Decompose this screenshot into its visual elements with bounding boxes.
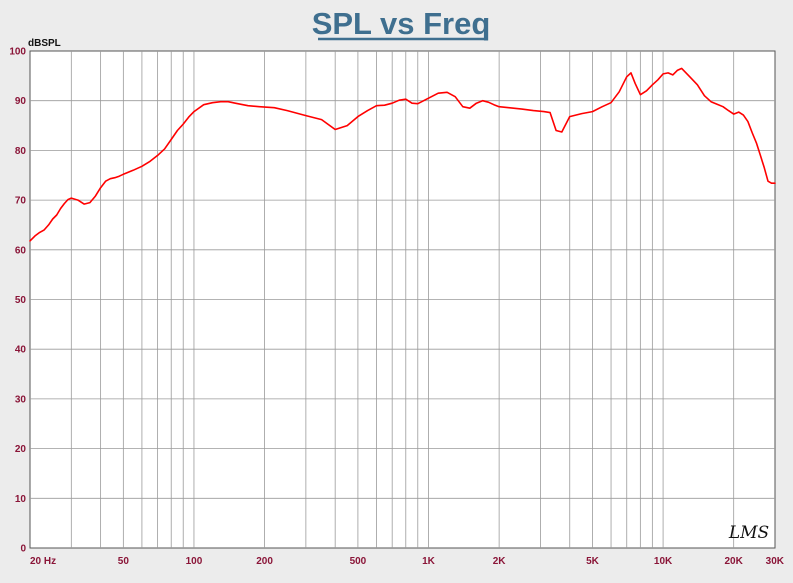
x-tick-label-2: 100 [186,556,203,567]
x-tick-label-3: 200 [256,556,273,567]
y-tick-label-3: 30 [15,394,27,405]
y-tick-labels: 0 10 20 30 40 50 60 70 80 90 100 [9,47,26,555]
y-tick-label-10: 100 [9,47,26,58]
series-line-0 [29,67,776,242]
y-tick-label-8: 80 [15,146,27,157]
y-tick-label-2: 20 [15,444,27,455]
x-tick-label-8: 10K [654,556,673,567]
x-tick-label-10: 30K [766,556,785,567]
y-tick-label-5: 50 [15,295,27,306]
x-tick-label-0: 20 Hz [30,556,56,567]
grid-lines [30,51,775,548]
x-tick-label-1: 50 [118,556,130,567]
y-tick-label-9: 90 [15,96,27,107]
series-group [29,67,776,242]
x-tick-labels: 20 Hz 50 100 200 500 1K 2K 5K 10K 20K 30K [30,556,785,567]
y-tick-label-7: 70 [15,196,27,207]
y-axis-unit: dBSPL [28,38,61,49]
chart-title: SPL vs Freq [312,6,491,41]
y-tick-label-6: 60 [15,245,27,256]
x-tick-label-6: 2K [493,556,507,567]
y-tick-label-1: 10 [15,494,27,505]
x-tick-label-4: 500 [350,556,367,567]
lms-watermark: LMS [728,523,769,543]
y-tick-label-0: 0 [20,544,26,555]
y-tick-label-4: 40 [15,345,27,356]
x-tick-label-9: 20K [725,556,744,567]
x-tick-label-5: 1K [422,556,436,567]
x-tick-label-7: 5K [586,556,600,567]
